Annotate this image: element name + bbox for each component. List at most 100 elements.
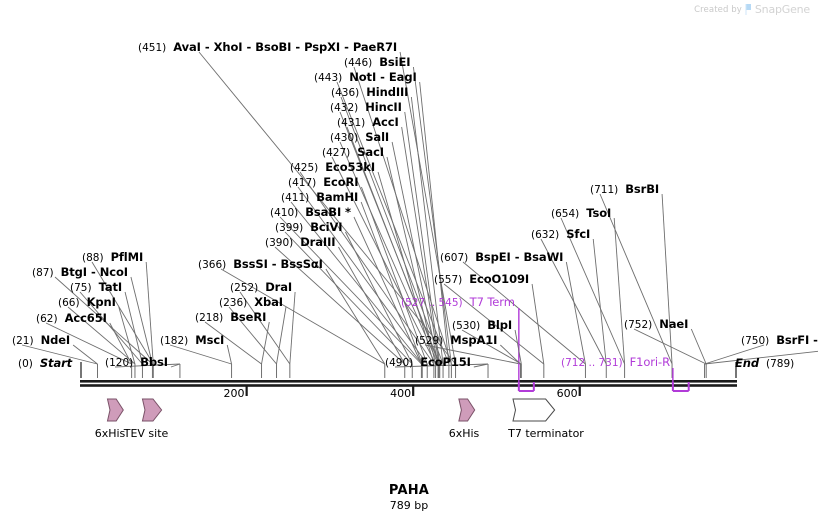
map-label-saci[interactable]: (427) SacI: [322, 146, 384, 159]
map-label-blpi[interactable]: (530) BlpI: [452, 319, 512, 332]
label-position: (712 .. 731): [561, 357, 623, 369]
annotation-arrow-his6-a: [106, 398, 124, 422]
label-name: BsrFI: [776, 333, 810, 347]
map-label-drai[interactable]: (252) DraI: [230, 281, 292, 294]
label-name: PflMI: [110, 250, 144, 264]
map-label-noti[interactable]: (443) NotI - EagI: [314, 71, 417, 84]
label-position: (446): [344, 57, 373, 69]
map-label-mspa1i[interactable]: (529) MspA1I: [415, 334, 497, 347]
map-label-pflmi[interactable]: (88) PflMI: [82, 251, 143, 264]
map-label-acci[interactable]: (431) AccI: [337, 116, 399, 129]
label-name: BamHI: [316, 190, 359, 204]
label-position: (436): [331, 87, 360, 99]
map-label-bsrfi[interactable]: (750) BsrFI - NgoMIV: [741, 334, 818, 347]
label-name: NcoI: [99, 265, 128, 279]
map-label-bsabi[interactable]: (410) BsaBI *: [270, 206, 351, 219]
label-position: (654): [551, 208, 580, 220]
map-label-naei[interactable]: (752) NaeI: [624, 318, 688, 331]
label-name: HincII: [365, 100, 402, 114]
annotation-label-his6-a: 6xHis: [94, 427, 126, 440]
plasmid-title: PAHA: [388, 483, 430, 498]
map-label-bamhi[interactable]: (411) BamHI: [281, 191, 358, 204]
map-label-hindiii[interactable]: (436) HindIII: [331, 86, 408, 99]
map-label-start[interactable]: (0) Start: [18, 357, 72, 370]
map-label-ecori[interactable]: (417) EcoRI: [288, 175, 359, 189]
label-position: (427): [322, 147, 351, 159]
annotation-arrow-his6-b: [458, 398, 476, 422]
f1ori-bracket: [671, 382, 690, 392]
label-position: (120): [105, 357, 134, 369]
annotation-arrow-tev: [141, 398, 163, 422]
label-name: BspEI: [475, 250, 511, 264]
label-position: (21): [12, 335, 34, 347]
label-name: AccI: [372, 115, 399, 129]
ruler-tick-label-200: 200: [223, 387, 245, 400]
label-name: TsoI: [586, 206, 612, 220]
map-label-acc65i[interactable]: (62) Acc65I: [36, 312, 107, 325]
label-position: (527 .. 545): [401, 297, 463, 309]
label-name: BciVI: [310, 220, 343, 234]
map-label-bseri[interactable]: (218) BseRI: [195, 311, 266, 324]
map-label-msci[interactable]: (182) MscI: [160, 334, 224, 347]
label-name: NaeI: [659, 317, 689, 331]
map-label-hincii[interactable]: (432) HincII: [330, 101, 402, 114]
map-label-bsssi[interactable]: (366) BssSI - BssSαI: [198, 258, 323, 271]
map-label-ecop15i[interactable]: (490) EcoP15I: [385, 356, 471, 369]
t7term-bracket: [517, 382, 535, 392]
map-label-kpni[interactable]: (66) KpnI: [58, 296, 116, 309]
map-label-avai[interactable]: (451) AvaI - XhoI - BsoBI - PspXI - PaeR…: [138, 41, 397, 54]
label-position: (182): [160, 335, 189, 347]
plasmid-size: 789 bp: [389, 499, 429, 512]
label-name: BseRI: [230, 310, 267, 324]
label-name: HindIII: [366, 85, 409, 99]
map-label-bcivi[interactable]: (399) BciVI: [275, 220, 343, 234]
label-name: BssSαI: [280, 257, 323, 271]
label-name: EcoRI: [323, 175, 359, 189]
label-name: PaeR7I: [352, 40, 398, 54]
ruler-tick-label-400: 400: [390, 387, 412, 400]
map-label-bspei[interactable]: (607) BspEI - BsaWI: [440, 251, 563, 264]
map-label-draiii[interactable]: (390) DraIII: [265, 236, 336, 249]
label-position: (66): [58, 297, 80, 309]
label-separator: -: [200, 40, 214, 54]
annotation-arrow-t7-term: [512, 398, 556, 422]
label-name: SfcI: [566, 227, 591, 241]
label-position: (410): [270, 207, 299, 219]
map-label-ndei[interactable]: (21) NdeI: [12, 334, 70, 347]
map-label-bbsi[interactable]: (120) BbsI: [105, 356, 168, 369]
label-position: (411): [281, 192, 310, 204]
watermark-created-by: Created by: [694, 4, 742, 15]
label-name: PspXI: [304, 40, 341, 54]
map-label-t7term[interactable]: (527 .. 545) T7 Term: [401, 296, 515, 309]
label-position: (632): [531, 229, 560, 241]
label-name: BsaWI: [523, 250, 564, 264]
map-label-end[interactable]: End (789): [735, 357, 794, 370]
label-position: (752): [624, 319, 653, 331]
label-name: EcoO109I: [469, 272, 530, 286]
map-label-sfci[interactable]: (632) SfcI: [531, 228, 590, 241]
label-position: (88): [82, 252, 104, 264]
label-name: BssSI: [233, 257, 268, 271]
watermark-brand: SnapGene: [754, 3, 810, 16]
label-separator: -: [291, 40, 305, 54]
label-separator: -: [267, 257, 281, 271]
map-label-bsrbi[interactable]: (711) BsrBI: [590, 183, 659, 196]
label-name: BtgI: [60, 265, 87, 279]
label-name: Acc65I: [64, 311, 107, 325]
map-label-eco53ki[interactable]: (425) Eco53kI: [290, 161, 375, 174]
label-position: (750): [741, 335, 770, 347]
map-label-tsoi[interactable]: (654) TsoI: [551, 207, 611, 220]
label-position: (425): [290, 162, 319, 174]
map-label-sali[interactable]: (430) SalI: [330, 131, 389, 144]
label-name: DraI: [265, 280, 293, 294]
label-position: (430): [330, 132, 359, 144]
label-name: BsrBI: [625, 182, 660, 196]
map-label-ecoo109i[interactable]: (557) EcoO109I: [434, 273, 529, 286]
map-label-btgi[interactable]: (87) BtgI - NcoI: [32, 266, 128, 279]
map-label-bsiei[interactable]: (446) BsiEI: [344, 56, 411, 69]
label-name: BsoBI: [255, 40, 292, 54]
map-label-tati[interactable]: (75) TatI: [70, 281, 122, 294]
map-label-f1ori[interactable]: (712 .. 731) F1ori-R: [561, 356, 670, 369]
map-label-xbai[interactable]: (236) XbaI: [219, 296, 283, 309]
label-position: (366): [198, 259, 227, 271]
